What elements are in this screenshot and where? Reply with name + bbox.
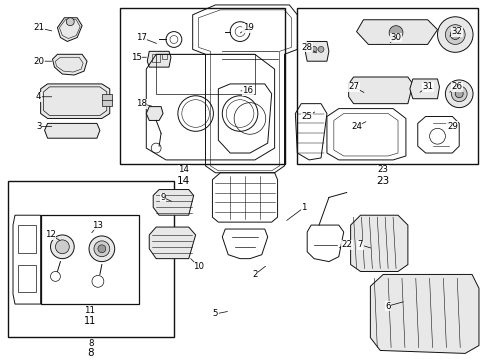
Text: 15: 15 (131, 53, 142, 62)
Text: 27: 27 (348, 82, 359, 91)
Text: 32: 32 (452, 27, 463, 36)
Circle shape (445, 80, 473, 108)
Text: 29: 29 (447, 122, 458, 131)
Text: 30: 30 (391, 33, 401, 42)
Text: 19: 19 (243, 23, 253, 32)
Text: 4: 4 (36, 92, 42, 101)
Circle shape (451, 86, 467, 102)
Bar (8, 181, 174, 337)
Circle shape (98, 245, 106, 253)
Text: 24: 24 (351, 122, 362, 131)
Polygon shape (153, 190, 194, 215)
Text: 8: 8 (88, 339, 94, 348)
Polygon shape (410, 79, 440, 99)
Polygon shape (45, 123, 100, 138)
Text: 11: 11 (84, 316, 96, 326)
Text: 12: 12 (45, 230, 56, 239)
Text: 17: 17 (136, 33, 147, 42)
Polygon shape (357, 20, 438, 44)
Text: 22: 22 (341, 240, 352, 249)
Bar (18, 225, 36, 253)
Circle shape (438, 17, 473, 52)
Polygon shape (57, 18, 82, 41)
Polygon shape (147, 107, 163, 121)
Text: 8: 8 (88, 348, 94, 359)
Text: 14: 14 (177, 176, 191, 186)
Text: 23: 23 (378, 165, 389, 174)
Text: 14: 14 (178, 165, 189, 174)
Bar (120, 8, 286, 164)
Text: 20: 20 (33, 57, 44, 66)
Text: 25: 25 (302, 112, 313, 121)
Text: 2: 2 (252, 270, 258, 279)
Text: 9: 9 (160, 193, 166, 202)
Text: 13: 13 (93, 221, 103, 230)
Circle shape (94, 241, 110, 257)
Text: 5: 5 (213, 310, 218, 319)
Text: 31: 31 (422, 82, 433, 91)
Circle shape (445, 25, 465, 44)
Text: 10: 10 (193, 262, 204, 271)
Polygon shape (351, 215, 408, 271)
Bar (102, 94, 112, 105)
Text: 16: 16 (243, 86, 253, 95)
Bar (152, 54, 160, 62)
Polygon shape (305, 41, 329, 61)
Text: 11: 11 (84, 306, 96, 315)
Polygon shape (349, 77, 413, 104)
Bar (297, 8, 478, 164)
Text: 7: 7 (358, 240, 363, 249)
Text: 28: 28 (302, 43, 313, 52)
Text: 18: 18 (136, 99, 147, 108)
Circle shape (66, 18, 74, 26)
Circle shape (55, 240, 69, 254)
Polygon shape (41, 84, 110, 118)
Polygon shape (149, 227, 196, 258)
Text: 23: 23 (377, 176, 390, 186)
Circle shape (389, 26, 403, 40)
Bar (156, 54, 255, 94)
Text: 3: 3 (36, 122, 42, 131)
Text: 6: 6 (386, 302, 391, 311)
Text: 1: 1 (301, 203, 307, 212)
Polygon shape (147, 51, 171, 67)
Polygon shape (370, 274, 479, 354)
Circle shape (50, 235, 74, 258)
Text: 21: 21 (33, 23, 44, 32)
Text: 26: 26 (452, 82, 463, 91)
Circle shape (318, 46, 324, 52)
Polygon shape (52, 54, 87, 75)
Bar (18, 265, 36, 292)
Bar (41, 215, 139, 304)
Circle shape (89, 236, 115, 262)
Circle shape (455, 90, 463, 98)
Circle shape (450, 30, 460, 40)
Bar (162, 54, 167, 59)
Circle shape (311, 46, 317, 52)
